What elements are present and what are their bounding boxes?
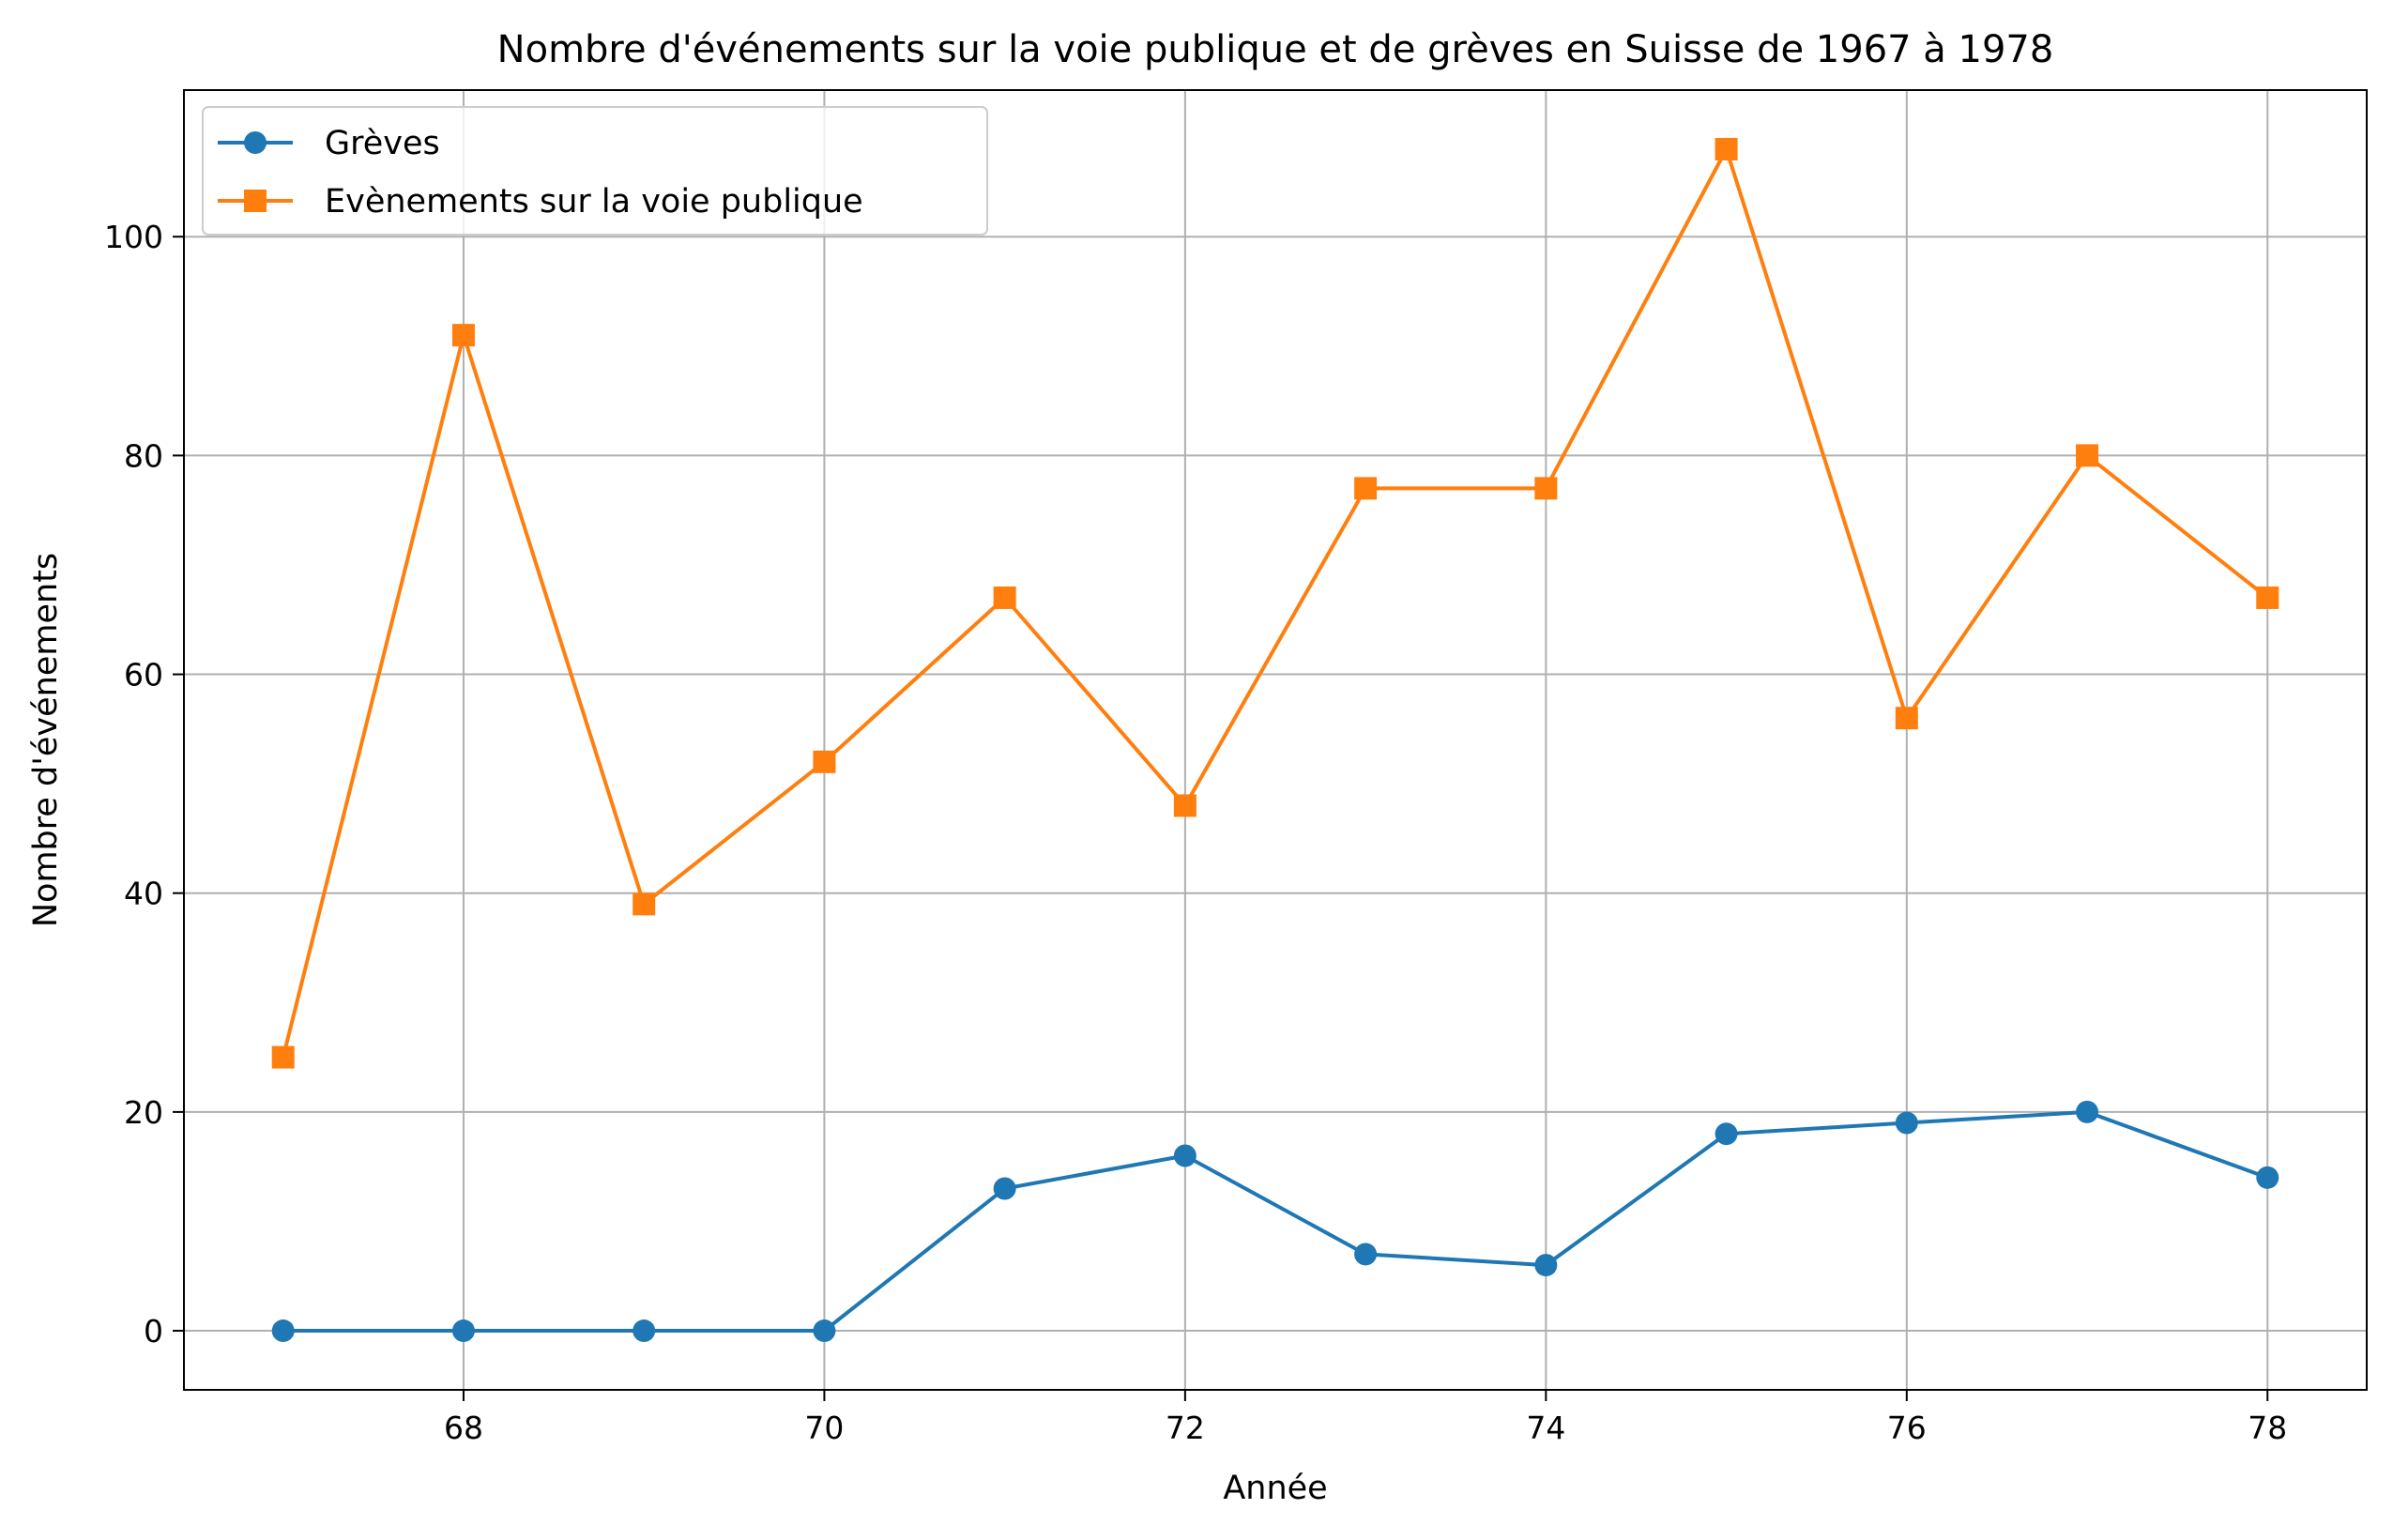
legend: Grèves Evènements sur la voie publique: [202, 106, 988, 236]
axis-ticks: 68 70 72 74 76 78 0 20 40 60 80 100: [104, 219, 2287, 1446]
plot-frame: [183, 89, 2368, 1391]
data-point-circle: [1354, 1243, 1378, 1266]
data-point-square: [451, 324, 475, 347]
data-point-square: [2256, 586, 2279, 609]
data-point-square: [1173, 794, 1196, 817]
data-point-square: [1534, 477, 1558, 500]
data-point-square: [993, 586, 1016, 609]
legend-label-1: Evènements sur la voie publique: [325, 183, 863, 221]
data-point-circle: [2256, 1166, 2279, 1189]
data-point-square: [633, 892, 656, 916]
x-tick-label: 78: [2248, 1410, 2287, 1446]
legend-label-0: Grèves: [325, 125, 440, 162]
data-point-circle: [451, 1319, 475, 1343]
legend-marker-circle: [244, 131, 267, 154]
x-tick-label: 70: [804, 1410, 844, 1446]
data-point-circle: [993, 1177, 1016, 1200]
data-point-square: [813, 750, 836, 773]
data-point-square: [1715, 137, 1738, 160]
data-point-circle: [813, 1319, 836, 1343]
data-point-circle: [1715, 1122, 1738, 1146]
data-point-circle: [1895, 1111, 1918, 1135]
series-line-1: [281, 147, 2269, 1059]
x-tick-label: 74: [1526, 1410, 1565, 1446]
x-axis-label: Année: [1223, 1470, 1327, 1507]
y-tick-label: 0: [144, 1313, 163, 1349]
data-point-square: [271, 1045, 295, 1069]
x-tick-label: 76: [1887, 1410, 1927, 1446]
chart-title: Nombre d'événements sur la voie publique…: [497, 28, 2054, 71]
legend-box: [202, 106, 988, 236]
data-point-square: [2076, 444, 2099, 467]
y-tick-label: 40: [124, 876, 163, 912]
series-group: [271, 137, 2279, 1343]
series-line-0: [282, 1109, 2268, 1333]
grid: [184, 90, 2367, 1390]
y-tick-label: 60: [124, 657, 163, 694]
data-point-circle: [633, 1319, 656, 1343]
data-point-circle: [2076, 1100, 2099, 1123]
y-tick-label: 80: [124, 437, 163, 474]
data-point-square: [1895, 707, 1918, 730]
legend-marker-square: [244, 190, 267, 212]
x-tick-label: 72: [1166, 1410, 1205, 1446]
x-tick-label: 68: [444, 1410, 483, 1446]
data-point-circle: [1534, 1254, 1558, 1277]
y-tick-label: 20: [124, 1094, 163, 1131]
data-point-circle: [271, 1319, 295, 1343]
data-point-circle: [1173, 1144, 1196, 1167]
data-point-square: [1354, 477, 1378, 500]
y-axis-label: Nombre d'événements: [27, 553, 65, 927]
y-tick-label: 100: [104, 219, 163, 255]
